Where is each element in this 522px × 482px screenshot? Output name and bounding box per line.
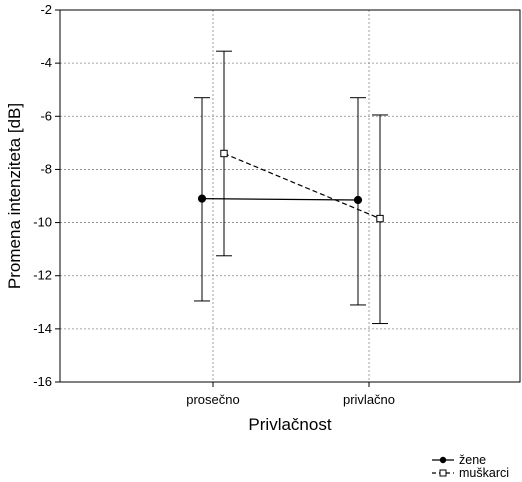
series-layer: [194, 50, 388, 325]
legend-label: muškarci: [459, 466, 509, 480]
x-tick-label: privlačno: [343, 392, 395, 407]
y-tick-label: -16: [33, 374, 52, 389]
y-axis: -2 -4 -6 -8 -10 -12 -14 -16: [33, 2, 60, 389]
plot-frame: [59, 9, 521, 383]
x-axis: prosečno privlačno: [186, 382, 395, 407]
y-tick-label: -10: [33, 215, 52, 230]
y-tick-label: -4: [40, 55, 52, 70]
data-point-square: [220, 149, 228, 158]
legend-marker-circle: [439, 456, 447, 464]
y-tick-label: -8: [40, 161, 52, 176]
y-tick-label: -12: [33, 268, 52, 283]
series-line: [201, 198, 359, 201]
data-point-circle: [197, 194, 207, 203]
y-tick-label: -6: [40, 108, 52, 123]
y-axis-title: Promena intenziteta [dB]: [5, 103, 24, 289]
data-point-square: [376, 214, 384, 223]
legend-label: žene: [459, 453, 486, 467]
legend-marker-square: [439, 469, 447, 477]
series-line: [223, 152, 381, 220]
grid-layer: [60, 10, 520, 382]
x-axis-title: Privlačnost: [248, 415, 331, 434]
x-tick-label: prosečno: [186, 392, 239, 407]
y-tick-label: -14: [33, 321, 52, 336]
y-tick-label: -2: [40, 2, 52, 17]
data-point-circle: [353, 195, 363, 205]
